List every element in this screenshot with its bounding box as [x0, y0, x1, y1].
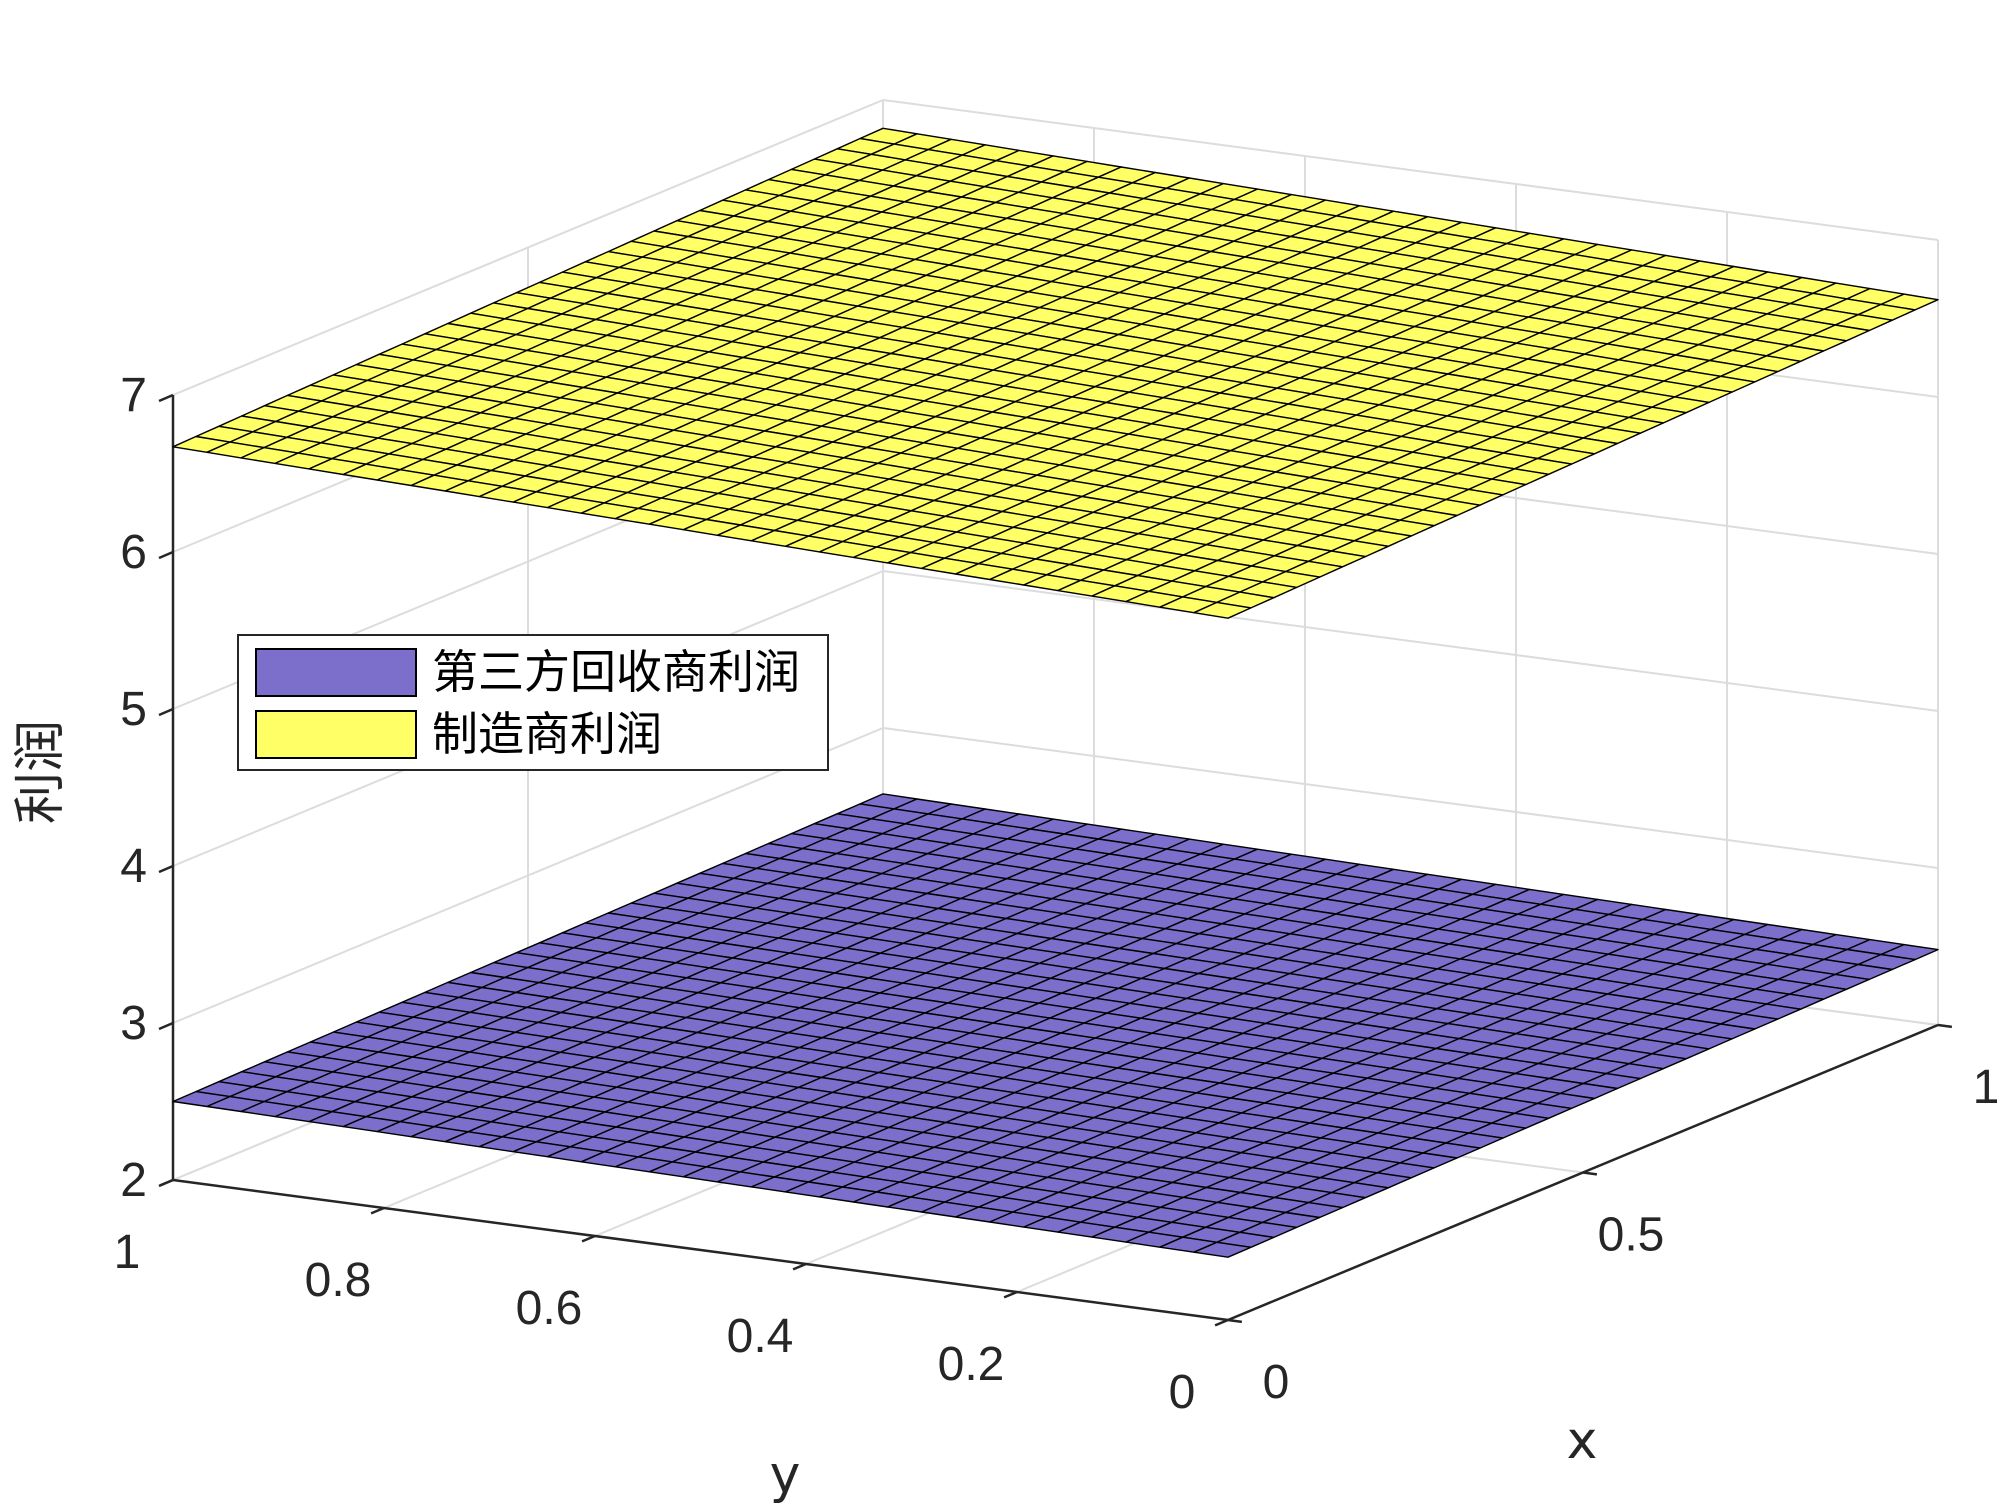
x-tick-label: 0: [1263, 1356, 1290, 1409]
y-tick-mark: [581, 1234, 596, 1243]
z-tick-mark: [158, 393, 174, 403]
z-tick-mark: [158, 864, 174, 874]
surface-manufacturer: [172, 127, 1939, 619]
y-tick-label: 0.2: [938, 1338, 1005, 1391]
y-tick-mark: [1003, 1290, 1018, 1299]
z-tick-mark: [158, 1178, 174, 1188]
x-tick-label: 1: [1973, 1061, 2000, 1114]
legend-label-recycler: 第三方回收商利润: [432, 645, 800, 699]
surface-cell: [1193, 1241, 1252, 1258]
z-tick-label: 5: [120, 683, 147, 736]
x-tick-mark: [1582, 1171, 1598, 1176]
grid-line-z-side: [882, 727, 1939, 869]
tick-labels: 0 0.5 1 0 0.2 0.4 0.6 0.8 1 2 3 4 5 6 7: [114, 369, 2000, 1419]
surface-recycler: [172, 793, 1939, 1258]
x-tick-label: 0.5: [1598, 1209, 1665, 1262]
z-tick-label: 7: [120, 369, 147, 422]
grid-line-z-side: [882, 570, 1939, 712]
grid-line-z-back: [172, 727, 884, 1024]
legend: 第三方回收商利润 制造商利润: [237, 634, 829, 771]
z-tick-mark: [158, 1021, 174, 1031]
z-tick-label: 6: [120, 526, 147, 579]
y-axis-label: y: [770, 1445, 801, 1505]
z-tick-mark: [158, 707, 174, 717]
y-tick-mark: [1214, 1318, 1229, 1327]
x-tick-mark: [1227, 1318, 1243, 1324]
surface-layer: [172, 127, 1939, 1258]
legend-swatch-manufacturer: [255, 710, 417, 759]
x-tick-mark: [1937, 1023, 1953, 1029]
surface-cell: [1193, 601, 1252, 619]
y-tick-label: 0.8: [305, 1254, 372, 1307]
y-tick-mark: [370, 1206, 385, 1215]
y-tick-label: 0: [1169, 1366, 1196, 1419]
z-axis-label: 利润: [11, 720, 71, 824]
y-tick-label: 1: [114, 1226, 141, 1279]
grid-line-z-side: [882, 99, 1939, 241]
y-tick-label: 0.4: [727, 1310, 794, 1363]
z-tick-label: 4: [120, 840, 147, 893]
z-tick-mark: [158, 550, 174, 560]
legend-label-manufacturer: 制造商利润: [432, 707, 662, 761]
y-axis-line: [172, 1178, 1229, 1322]
legend-swatch-recycler: [255, 648, 417, 697]
x-axis-label: x: [1567, 1411, 1598, 1471]
z-tick-label: 3: [120, 997, 147, 1050]
y-tick-mark: [792, 1262, 807, 1271]
grid-line-z-back: [172, 99, 884, 396]
y-tick-label: 0.6: [516, 1282, 583, 1335]
z-tick-label: 2: [120, 1154, 147, 1207]
